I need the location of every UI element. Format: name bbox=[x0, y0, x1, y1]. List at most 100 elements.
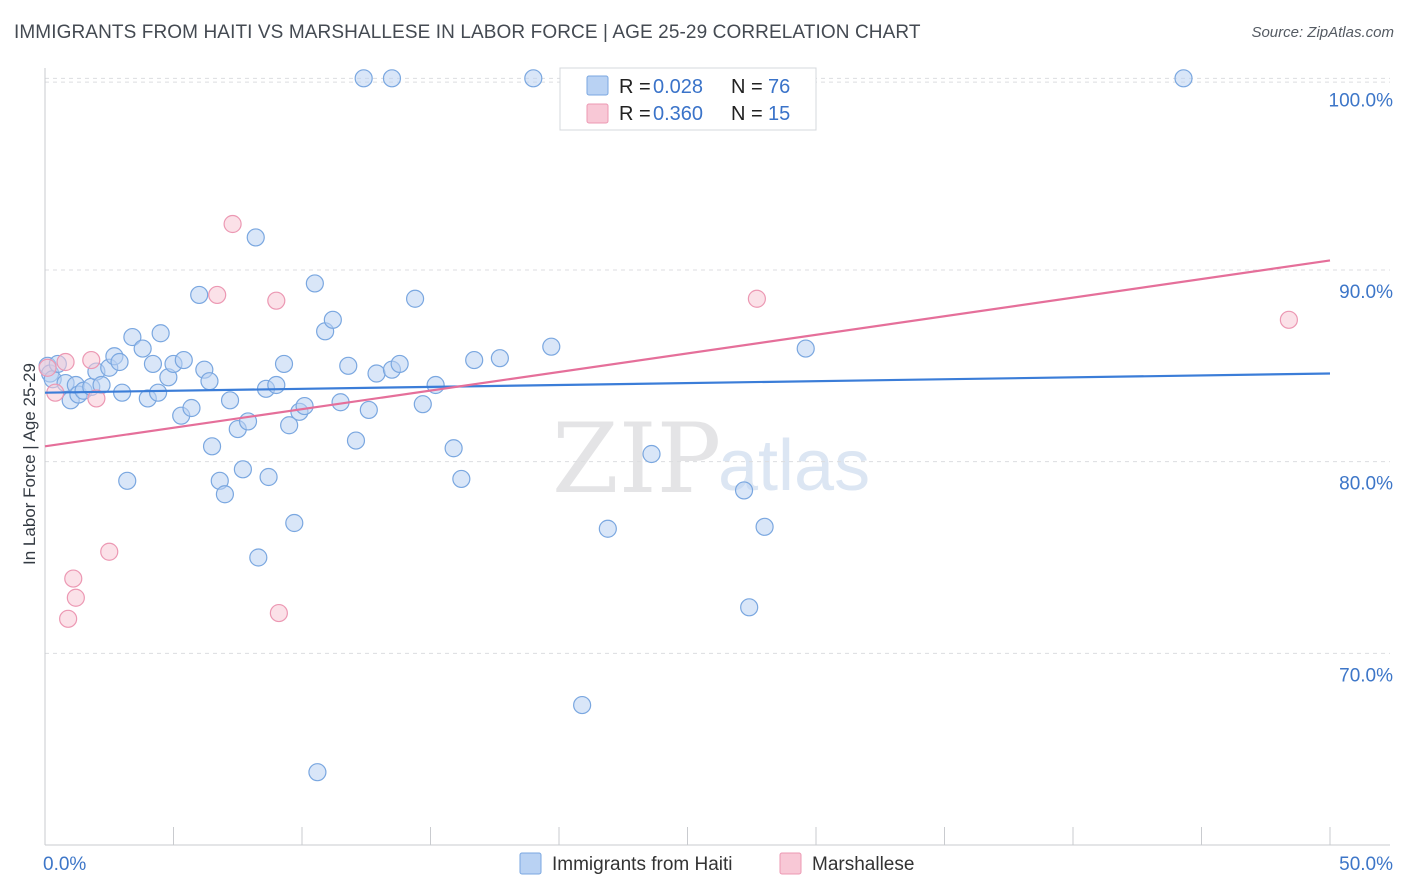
haiti-point bbox=[190, 285, 209, 305]
x-tick-label-max: 50.0% bbox=[1339, 854, 1393, 875]
haiti-point bbox=[642, 444, 661, 464]
haiti-point bbox=[280, 416, 299, 435]
legend-r-label: R = bbox=[619, 103, 651, 125]
stats-legend: R = 0.028 N = 76 R = 0.360 N = 15 bbox=[559, 67, 817, 131]
haiti-point bbox=[542, 337, 561, 356]
stats-legend-row-haiti: R = 0.028 N = 76 bbox=[586, 75, 790, 98]
marshallese-trend-line bbox=[44, 259, 1331, 448]
haiti-point bbox=[573, 695, 592, 715]
legend-swatch-haiti bbox=[586, 75, 609, 96]
axes bbox=[44, 68, 1390, 846]
haiti-point bbox=[413, 395, 432, 414]
marshallese-point bbox=[208, 285, 227, 305]
haiti-point bbox=[182, 398, 201, 418]
marshallese-point bbox=[87, 389, 106, 408]
marshallese-point bbox=[267, 291, 286, 310]
haiti-trend-line bbox=[44, 372, 1331, 394]
gridlines bbox=[45, 77, 1390, 654]
marshallese-point bbox=[64, 569, 83, 588]
legend-swatch-marshallese bbox=[586, 103, 609, 124]
haiti-point bbox=[452, 469, 471, 489]
haiti-point bbox=[220, 391, 240, 410]
haiti-point bbox=[267, 375, 286, 395]
watermark: ZIP atlas bbox=[552, 403, 870, 515]
haiti-point bbox=[295, 396, 314, 416]
haiti-point bbox=[796, 339, 815, 358]
y-tick-label: 70.0% bbox=[1339, 665, 1393, 686]
haiti-point bbox=[259, 467, 278, 487]
haiti-point bbox=[249, 548, 268, 567]
haiti-point bbox=[390, 354, 409, 374]
legend-r-value-haiti: 0.028 bbox=[653, 76, 703, 98]
haiti-point bbox=[323, 310, 342, 329]
haiti-point bbox=[305, 274, 324, 293]
haiti-point bbox=[465, 350, 484, 370]
haiti-point bbox=[444, 439, 463, 458]
y-tick-label: 90.0% bbox=[1339, 282, 1393, 303]
marshallese-point bbox=[66, 588, 85, 607]
haiti-point bbox=[308, 763, 327, 782]
legend-r-label: R = bbox=[619, 76, 651, 98]
marshallese-point bbox=[223, 214, 242, 234]
y-tick-label: 100.0% bbox=[1329, 90, 1394, 111]
marshallese-point bbox=[82, 350, 101, 370]
haiti-point bbox=[367, 364, 386, 383]
haiti-point bbox=[740, 598, 759, 617]
haiti-point bbox=[148, 383, 168, 402]
source-credit: Source: ZipAtlas.com bbox=[1251, 24, 1394, 41]
haiti-point bbox=[285, 513, 304, 533]
y-tick-label: 80.0% bbox=[1339, 474, 1393, 495]
series-legend-swatch-haiti bbox=[519, 852, 542, 875]
haiti-point bbox=[246, 228, 265, 247]
haiti-point bbox=[274, 354, 294, 374]
marshallese-point bbox=[1279, 310, 1298, 329]
haiti-point bbox=[598, 519, 617, 538]
data-points bbox=[38, 69, 1298, 782]
haiti-point bbox=[215, 485, 234, 504]
haiti-point bbox=[734, 481, 754, 500]
y-axis-title: In Labor Force | Age 25-29 bbox=[20, 363, 39, 565]
haiti-point bbox=[110, 352, 129, 372]
legend-n-value-haiti: 76 bbox=[768, 76, 790, 98]
marshallese-point bbox=[56, 352, 75, 372]
haiti-point bbox=[118, 471, 137, 490]
haiti-point bbox=[143, 354, 163, 374]
haiti-point bbox=[200, 372, 219, 391]
marshallese-point bbox=[100, 542, 119, 561]
marshallese-point bbox=[38, 358, 57, 377]
x-tick-label-min: 0.0% bbox=[43, 854, 86, 875]
haiti-point bbox=[202, 437, 222, 456]
haiti-point bbox=[405, 289, 425, 308]
haiti-point bbox=[339, 356, 358, 375]
marshallese-point bbox=[269, 603, 288, 623]
haiti-point bbox=[359, 400, 378, 420]
marshallese-point bbox=[59, 609, 78, 628]
haiti-point bbox=[1174, 69, 1193, 88]
haiti-point bbox=[174, 350, 193, 370]
haiti-point bbox=[151, 324, 170, 343]
haiti-point bbox=[346, 431, 366, 450]
haiti-point bbox=[755, 517, 774, 536]
legend-n-value-marshallese: 15 bbox=[768, 103, 790, 125]
legend-n-label: N = bbox=[731, 76, 763, 98]
haiti-point bbox=[123, 327, 142, 347]
haiti-point bbox=[133, 339, 152, 358]
marshallese-point bbox=[747, 289, 766, 308]
chart-title: IMMIGRANTS FROM HAITI VS MARSHALLESE IN … bbox=[14, 22, 921, 43]
legend-r-value-marshallese: 0.360 bbox=[653, 103, 703, 125]
series-legend: Immigrants from Haiti Marshallese bbox=[519, 852, 914, 875]
haiti-point bbox=[524, 69, 543, 88]
series-legend-swatch-marshallese bbox=[779, 852, 802, 875]
haiti-point bbox=[233, 460, 252, 479]
series-legend-label-haiti: Immigrants from Haiti bbox=[552, 854, 733, 875]
haiti-point bbox=[382, 69, 402, 88]
haiti-point bbox=[490, 349, 509, 368]
stats-legend-row-marshallese: R = 0.360 N = 15 bbox=[586, 103, 790, 125]
haiti-point bbox=[354, 69, 373, 88]
tick-labels: 70.0% 80.0% 90.0% 100.0% 0.0% 50.0% bbox=[43, 90, 1393, 875]
trend-lines bbox=[44, 259, 1331, 448]
legend-n-label: N = bbox=[731, 103, 763, 125]
series-legend-label-marshallese: Marshallese bbox=[812, 854, 914, 875]
watermark-zip: ZIP bbox=[552, 403, 721, 515]
